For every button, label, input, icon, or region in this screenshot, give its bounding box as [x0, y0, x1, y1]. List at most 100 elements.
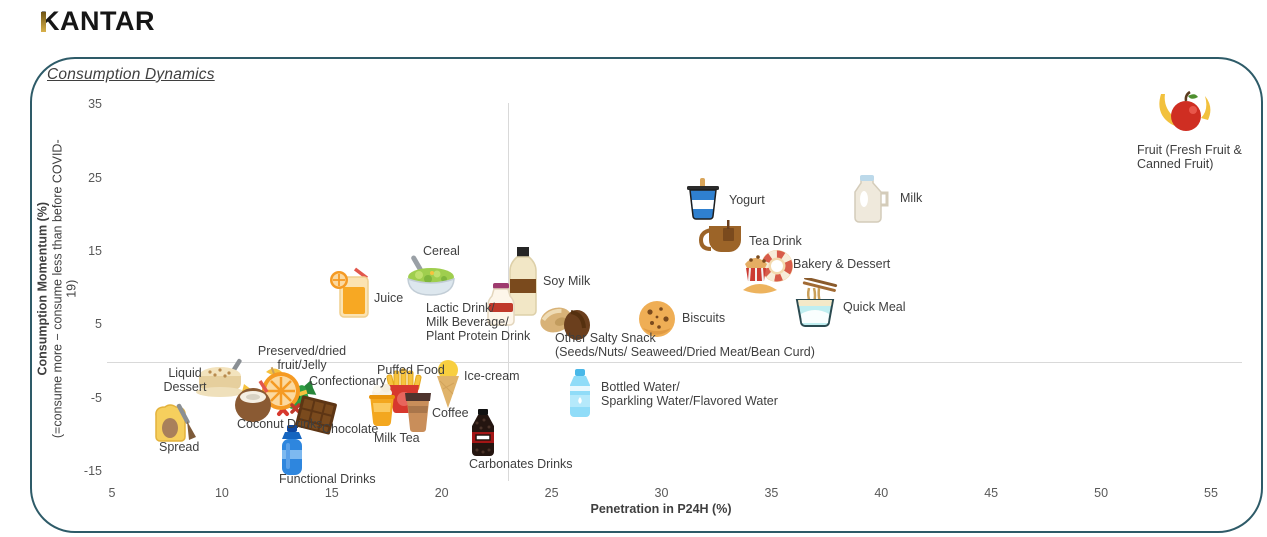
- bottled-water-icon: [566, 367, 594, 419]
- report-card: [30, 57, 1263, 533]
- point-label-line: fruit/Jelly: [277, 358, 327, 372]
- y-axis-title-main: Consumption Momentum (%): [35, 201, 50, 376]
- x-tick-label: 45: [984, 486, 999, 500]
- lactic-drink-icon: [483, 281, 519, 327]
- milk-tea-icon: [365, 384, 399, 428]
- point-label-line: Cereal: [423, 244, 460, 258]
- point-label-line: Spread: [159, 440, 200, 454]
- point-label-line: Biscuits: [682, 311, 726, 325]
- y-tick-label: -5: [90, 390, 102, 405]
- point-label-line: Carbonates Drinks: [469, 457, 573, 471]
- point-label-line: Milk Beverage/: [426, 315, 509, 329]
- point-label-line: (Seeds/Nuts/ Seaweed/Dried Meat/Bean Cur…: [555, 345, 815, 359]
- logo-text: KANTAR: [40, 6, 155, 36]
- point-label: Tea Drink: [749, 234, 802, 248]
- point-label-line: Bottled Water/: [601, 380, 680, 394]
- salty-snack-icon: [538, 302, 592, 342]
- fruit-icon: [1153, 88, 1211, 138]
- x-tick-label: 5: [108, 486, 116, 500]
- point-label: Liquid Dessert: [160, 366, 210, 394]
- x-axis-title: Penetration in P24H (%): [590, 502, 732, 516]
- tea-drink-icon: [697, 218, 745, 262]
- logo-gold-bar: [41, 12, 46, 32]
- carbonates-drinks-icon: [468, 408, 498, 458]
- bakery-dessert-icon: [737, 246, 797, 294]
- point-label-line: Dessert: [163, 380, 207, 394]
- x-tick-label: 30: [654, 486, 669, 500]
- point-label: Fruit (Fresh Fruit & Canned Fruit): [1137, 143, 1242, 171]
- point-label: Biscuits: [682, 311, 725, 325]
- x-tick-label: 40: [874, 486, 889, 500]
- preserved-fruit-icon: [254, 364, 304, 414]
- chart-title: Consumption Dynamics: [47, 66, 215, 83]
- point-label: Other Salty Snack (Seeds/Nuts/ Seaweed/Dr…: [555, 331, 815, 359]
- point-label: Coconut Drinks: [237, 417, 322, 431]
- coconut-drinks-icon: [230, 378, 276, 424]
- point-label-line: Lactic Drink/: [426, 301, 495, 315]
- point-label: Juice: [374, 291, 403, 305]
- point-label-line: Fruit (Fresh Fruit &: [1137, 143, 1242, 157]
- y-tick-label: -15: [83, 464, 102, 479]
- point-label: Yogurt: [729, 193, 765, 207]
- x-tick-label: 55: [1204, 486, 1218, 500]
- point-label: Spread: [159, 440, 199, 454]
- y-tick-label: 5: [95, 317, 102, 332]
- point-label: Lactic Drink/Milk Beverage/Plant Protein…: [426, 301, 530, 343]
- juice-icon: [327, 265, 377, 319]
- biscuits-icon: [637, 299, 677, 339]
- point-label: Preserved/dried fruit/Jelly: [255, 344, 349, 372]
- point-label-line: Milk Tea: [374, 431, 420, 445]
- zero-reference-line: [107, 362, 1242, 363]
- spread-icon: [151, 401, 201, 451]
- x-tick-label: 10: [214, 486, 229, 500]
- point-label-line: Other Salty Snack: [555, 331, 656, 345]
- point-label: Functional Drinks: [279, 472, 376, 486]
- point-label: Quick Meal: [843, 300, 906, 314]
- point-label-line: Tea Drink: [749, 234, 802, 248]
- ice-cream-icon: [435, 359, 461, 409]
- cereal-icon: [404, 255, 458, 299]
- x-tick-label: 35: [764, 486, 779, 500]
- point-label: Ice-cream: [464, 369, 520, 383]
- liquid-dessert-icon: [194, 357, 250, 401]
- point-label-line: Puffed Food: [377, 363, 445, 377]
- point-label-line: Ice-cream: [464, 369, 520, 383]
- functional-drinks-icon: [278, 423, 306, 477]
- point-label-line: Juice: [374, 291, 404, 305]
- kantar-logo: KANTAR: [40, 6, 155, 36]
- point-label-line: Milk: [900, 191, 923, 205]
- point-label: Carbonates Drinks: [469, 457, 573, 471]
- point-label: Chocolate: [322, 422, 378, 436]
- point-label-line: Functional Drinks: [279, 472, 376, 486]
- point-label: Coffee: [432, 406, 469, 420]
- milk-icon: [847, 173, 893, 225]
- soy-milk-icon: [508, 245, 538, 317]
- coffee-icon: [402, 391, 434, 433]
- y-tick-label: 25: [88, 170, 102, 185]
- x-tick-label: 25: [544, 486, 559, 500]
- point-label: Bakery & Dessert: [793, 257, 890, 271]
- point-label-line: Confectionary: [309, 374, 387, 388]
- x-tick-label: 15: [324, 486, 339, 500]
- point-label: Puffed Food: [377, 363, 445, 377]
- point-label-line: Soy Milk: [543, 274, 591, 288]
- point-label-line: Sparkling Water/Flavored Water: [601, 394, 778, 408]
- point-label-line: Quick Meal: [843, 300, 906, 314]
- point-label: Milk: [900, 191, 922, 205]
- yogurt-icon: [681, 176, 725, 222]
- point-label-line: Coconut Drinks: [237, 417, 323, 431]
- point-label: Cereal: [423, 244, 460, 258]
- point-label: Bottled Water/Sparkling Water/Flavored W…: [601, 380, 778, 408]
- chocolate-icon: [293, 392, 339, 438]
- point-label-line: Liquid: [168, 366, 202, 380]
- point-label: Milk Tea: [374, 431, 420, 445]
- x-tick-label: 20: [434, 486, 449, 500]
- point-label-line: Preserved/dried: [257, 344, 347, 358]
- x-tick-label: 50: [1094, 486, 1109, 500]
- y-tick-label: 15: [88, 243, 102, 258]
- point-label-line: Canned Fruit): [1137, 157, 1214, 171]
- point-label-line: Plant Protein Drink: [426, 329, 531, 343]
- point-label: Soy Milk: [543, 274, 590, 288]
- quick-meal-icon: [789, 278, 841, 328]
